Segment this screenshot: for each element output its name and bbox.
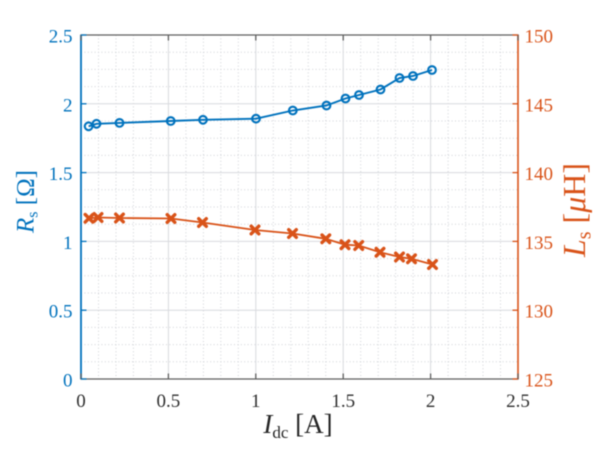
svg-text:150: 150 <box>525 27 554 48</box>
svg-text:1: 1 <box>251 391 261 412</box>
svg-text:2: 2 <box>426 391 436 412</box>
svg-text:2.5: 2.5 <box>506 391 530 412</box>
svg-text:Ls [μH]: Ls [μH] <box>556 163 596 258</box>
svg-text:0.5: 0.5 <box>157 391 181 412</box>
svg-text:140: 140 <box>525 164 554 185</box>
svg-text:130: 130 <box>525 302 554 323</box>
svg-text:145: 145 <box>525 95 554 116</box>
svg-text:2: 2 <box>63 95 73 116</box>
svg-text:1.5: 1.5 <box>331 391 355 412</box>
svg-text:0: 0 <box>63 371 73 392</box>
svg-text:2.5: 2.5 <box>49 27 73 48</box>
svg-text:1.5: 1.5 <box>49 164 73 185</box>
svg-text:1: 1 <box>63 233 73 254</box>
svg-text:125: 125 <box>525 371 554 392</box>
svg-text:135: 135 <box>525 233 554 254</box>
svg-text:Rs [Ω]: Rs [Ω] <box>13 170 42 234</box>
svg-text:Idc [A]: Idc [A] <box>262 409 332 442</box>
svg-text:0.5: 0.5 <box>49 302 73 323</box>
svg-text:0: 0 <box>76 391 86 412</box>
